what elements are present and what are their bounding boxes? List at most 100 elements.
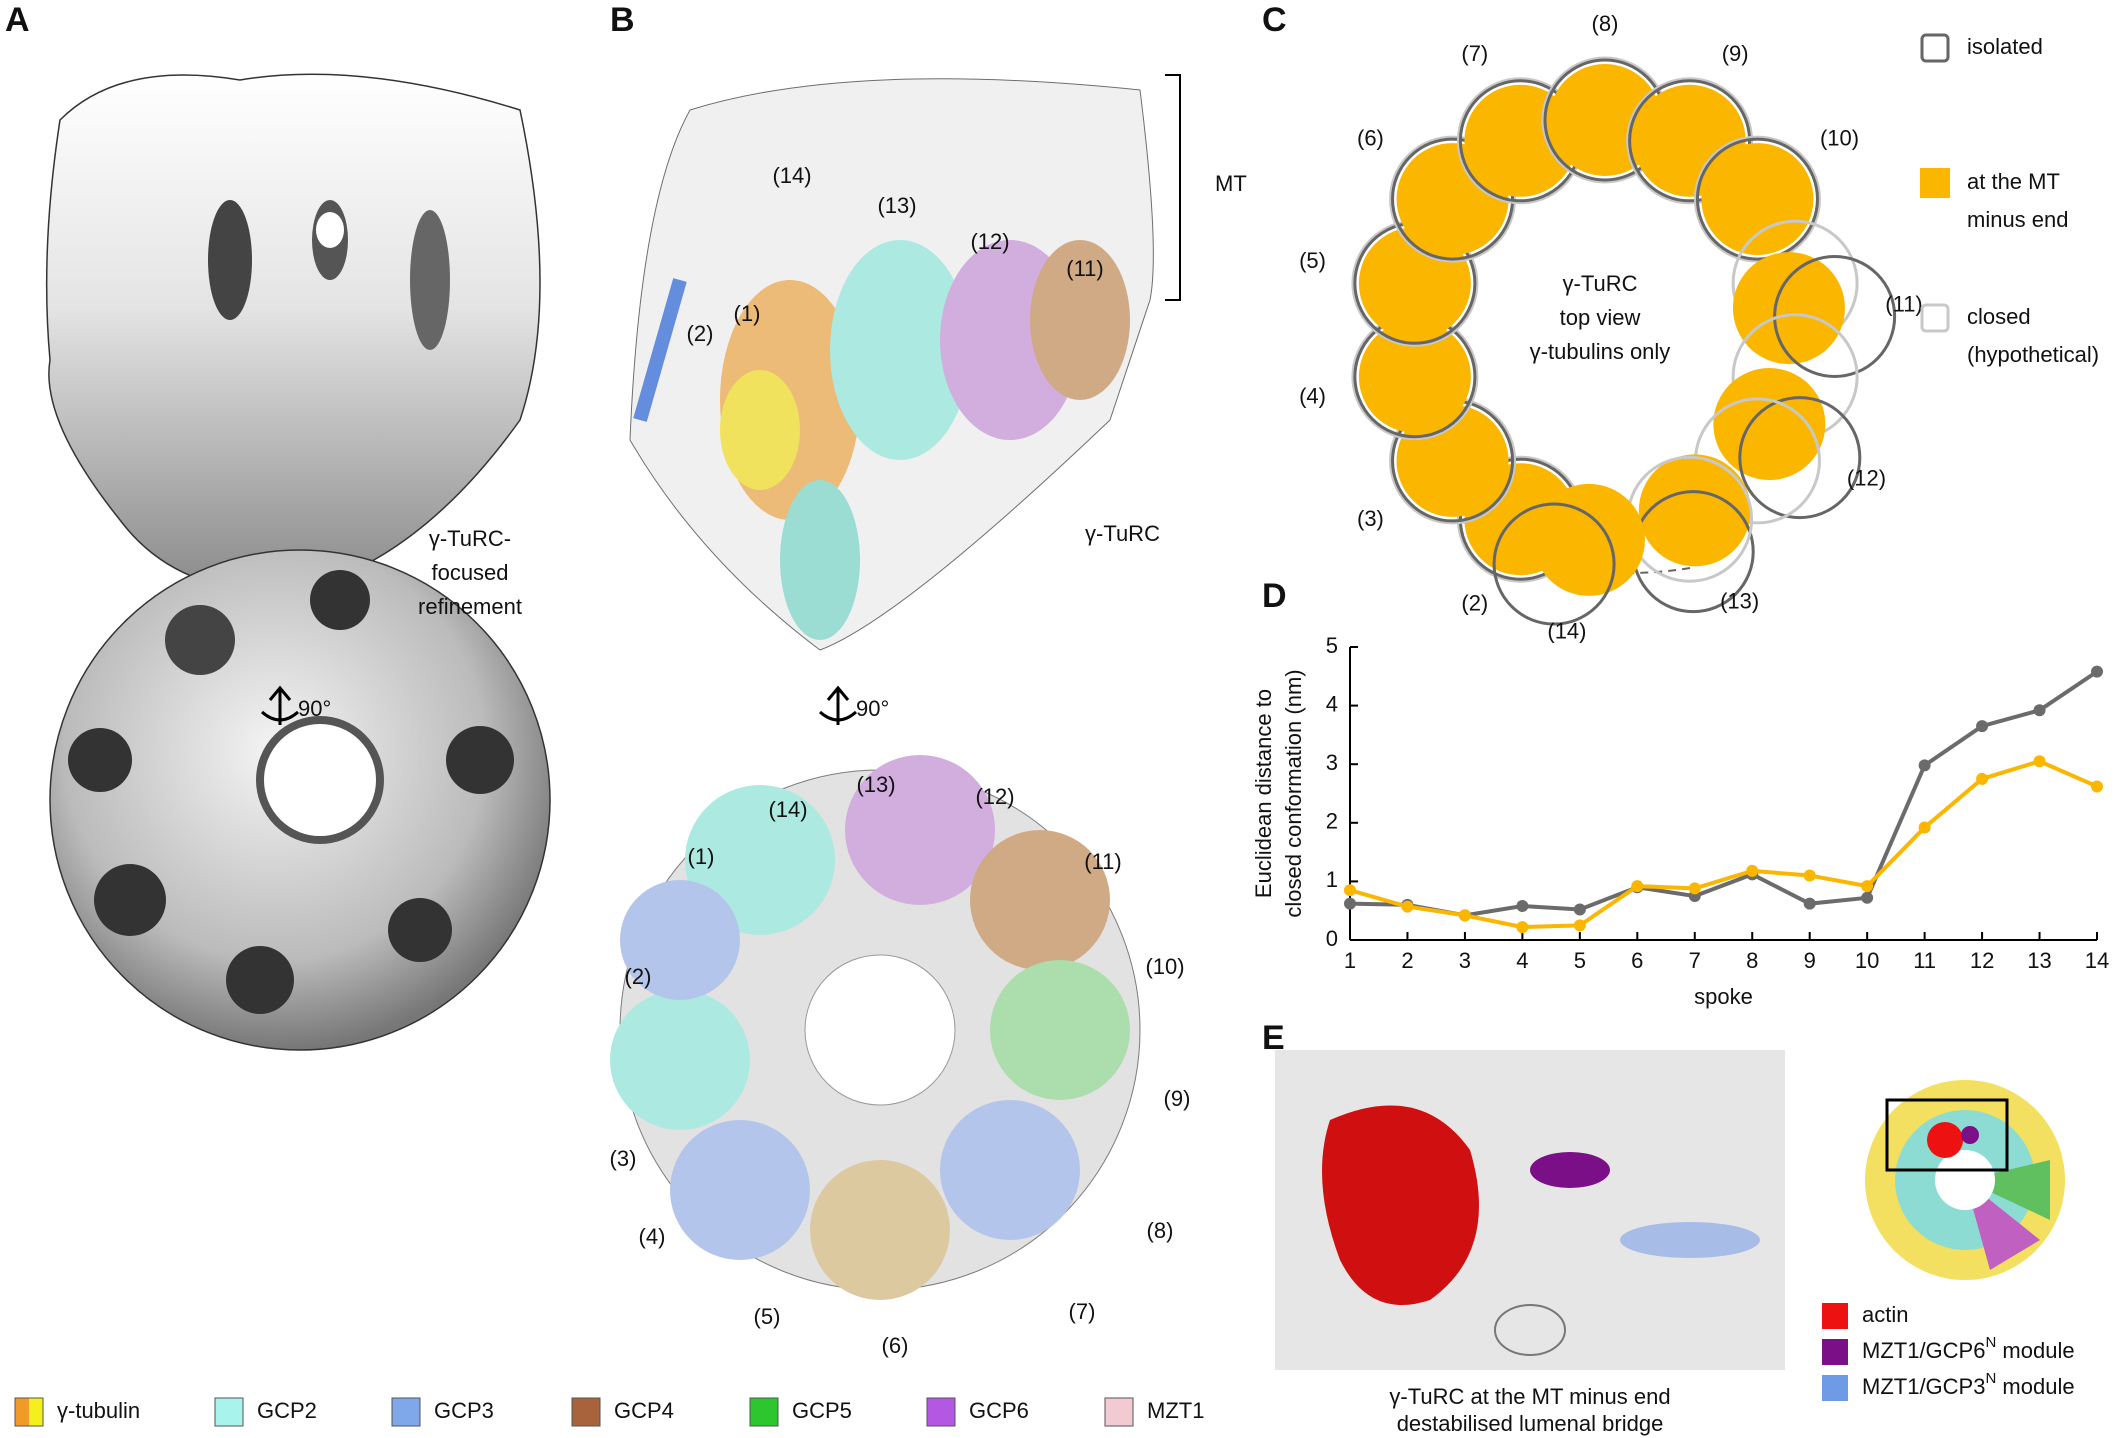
- point: [1573, 919, 1586, 932]
- point: [2091, 780, 2103, 793]
- legend-text: MZT1/GCP3: [1862, 1374, 1985, 1399]
- point: [1631, 880, 1644, 893]
- label: 2: [1401, 948, 1413, 973]
- minus-end-subunit: [1358, 320, 1471, 433]
- label: GCP4: [614, 1398, 674, 1423]
- label: GCP2: [257, 1398, 317, 1423]
- point: [1401, 900, 1414, 913]
- label: D: [1262, 577, 1287, 615]
- label: γ-TuRC at the MT minus end: [1389, 1384, 1670, 1409]
- label: 14: [2085, 948, 2109, 973]
- minus-end-subunit: [1464, 84, 1577, 197]
- isolated-outline: [1738, 396, 1862, 520]
- point: [2033, 704, 2046, 717]
- point: [1861, 880, 1874, 893]
- isolated-outline: [1492, 502, 1616, 626]
- legend-swatch: [1822, 1339, 1848, 1365]
- label: GCP3: [434, 1398, 494, 1423]
- label: GCP6: [969, 1398, 1029, 1423]
- point: [1746, 864, 1759, 877]
- label: destabilised lumenal bridge: [1397, 1411, 1664, 1436]
- label: B: [610, 1, 635, 39]
- label: 90°: [298, 696, 331, 721]
- label: (11): [1084, 849, 1122, 874]
- label: top view: [1560, 305, 1641, 330]
- label: (14): [768, 797, 807, 822]
- legend-label: MZT1/GCP3N module: [1862, 1370, 2075, 1399]
- label: (13): [856, 772, 895, 797]
- point: [1344, 897, 1356, 910]
- ring-e: [1865, 1080, 2065, 1280]
- legend-swatch: [15, 1398, 29, 1426]
- legend-sup: N: [1985, 1370, 1996, 1387]
- label: 12: [1970, 948, 1994, 973]
- legend-swatch: [1920, 33, 1950, 63]
- point: [1458, 909, 1471, 922]
- label: (3): [610, 1146, 637, 1171]
- map-a-bottom: [49, 549, 551, 1051]
- legend-swatch: [1822, 1303, 1848, 1329]
- legend-text: MZT1/GCP6: [1862, 1338, 1985, 1363]
- label: focused: [431, 560, 508, 585]
- label: 13: [2027, 948, 2051, 973]
- minus-end-subunit: [1732, 252, 1845, 365]
- point: [1976, 720, 1989, 733]
- legend-swatch: [1104, 1397, 1134, 1427]
- label: (2): [1461, 591, 1488, 616]
- label: (6): [1357, 126, 1384, 151]
- point: [1803, 897, 1816, 910]
- map-a-top: [45, 73, 541, 592]
- label: γ-TuRC-: [429, 526, 511, 551]
- label: 3: [1326, 750, 1338, 775]
- label: (13): [877, 193, 916, 218]
- legend-swatch: [391, 1397, 421, 1427]
- minus-end-subunit: [1358, 227, 1471, 340]
- series-line: [1349, 759, 2098, 930]
- minus-end-subunit: [1396, 404, 1509, 517]
- legend-text: actin: [1862, 1302, 1908, 1327]
- minus-end-subunit: [1549, 64, 1661, 176]
- label: spoke: [1694, 984, 1753, 1009]
- label: (11): [1885, 291, 1923, 316]
- label: (5): [1299, 248, 1326, 273]
- label: (9): [1722, 41, 1749, 66]
- legend-frame: [14, 1397, 44, 1427]
- label: 0: [1326, 926, 1338, 951]
- label: 1: [1326, 867, 1338, 892]
- image-e: [1275, 1050, 1785, 1370]
- label: 6: [1631, 948, 1643, 973]
- label: (1): [734, 301, 761, 326]
- label: MZT1: [1147, 1398, 1204, 1423]
- point: [1688, 882, 1701, 895]
- label: γ-tubulin: [57, 1398, 140, 1423]
- point: [1861, 891, 1874, 904]
- label: 4: [1516, 948, 1528, 973]
- label: 5: [1574, 948, 1586, 973]
- label: (13): [1720, 588, 1759, 613]
- label: (9): [1164, 1086, 1191, 1111]
- rotation-arrow: [819, 685, 857, 725]
- label: γ-TuRC: [1563, 271, 1638, 296]
- map-b-top: [629, 78, 1154, 651]
- label: MT: [1215, 171, 1247, 196]
- label: (3): [1357, 506, 1384, 531]
- label: (10): [1820, 126, 1859, 151]
- legend-sup: N: [1985, 1334, 1996, 1351]
- label: 8: [1746, 948, 1758, 973]
- label: 2: [1326, 809, 1338, 834]
- legend-swatch: [29, 1398, 43, 1426]
- label: (4): [1299, 384, 1326, 409]
- label: closed: [1967, 304, 2031, 329]
- point: [1976, 772, 1989, 785]
- minus-end-subunit: [1532, 483, 1645, 596]
- label: minus end: [1967, 207, 2069, 232]
- point: [1344, 884, 1356, 897]
- label: GCP5: [792, 1398, 852, 1423]
- label: γ-TuRC: [1085, 521, 1160, 546]
- label: (1): [688, 844, 715, 869]
- label: (4): [639, 1224, 666, 1249]
- label: 11: [1913, 948, 1936, 973]
- label: 5: [1326, 633, 1338, 658]
- point: [1918, 821, 1931, 834]
